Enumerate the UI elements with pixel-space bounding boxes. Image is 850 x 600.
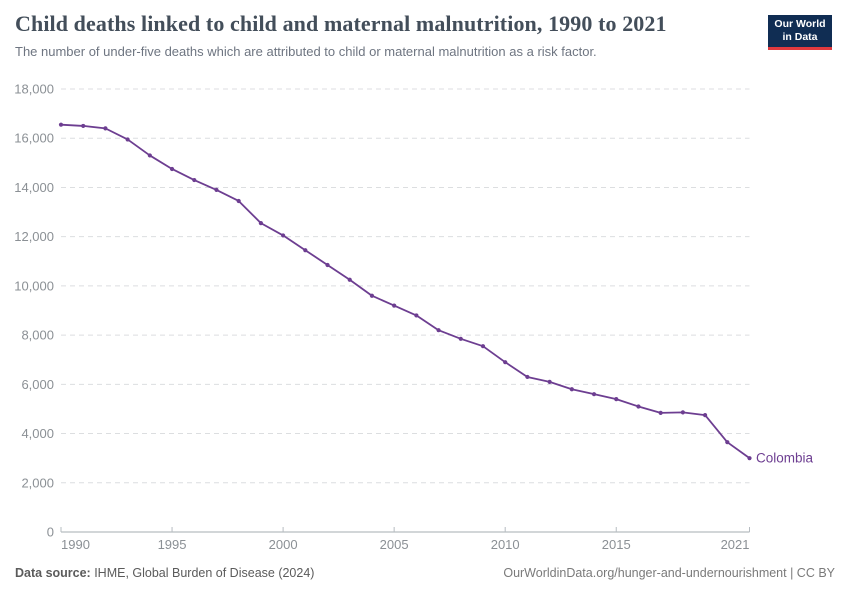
data-point: [747, 456, 752, 461]
y-axis-tick-label: 6,000: [21, 377, 54, 392]
y-axis-tick-label: 14,000: [14, 180, 54, 195]
data-point: [258, 221, 263, 226]
data-point: [725, 440, 730, 445]
data-point: [214, 187, 219, 193]
y-axis-tick-label: 16,000: [14, 131, 54, 146]
data-point: [347, 277, 352, 282]
x-axis-tick-label: 2015: [602, 537, 631, 552]
data-point: [103, 126, 108, 131]
owid-logo[interactable]: Our World in Data: [768, 15, 832, 50]
data-point: [591, 392, 597, 397]
data-point: [325, 262, 330, 268]
chart-footer: Data source: IHME, Global Burden of Dise…: [15, 566, 835, 582]
data-point: [147, 153, 152, 158]
data-point: [614, 397, 619, 402]
chart-header: Child deaths linked to child and materna…: [15, 10, 755, 60]
data-point: [503, 360, 508, 365]
data-point: [369, 293, 375, 298]
attribution-link[interactable]: OurWorldinData.org/hunger-and-undernouri…: [503, 566, 835, 580]
data-point: [702, 412, 708, 418]
owid-logo-line2: in Data: [782, 31, 818, 43]
data-point: [658, 410, 663, 415]
y-axis-tick-label: 8,000: [21, 328, 54, 343]
data-point: [525, 374, 530, 380]
data-point: [480, 344, 486, 349]
data-source-note: Data source: IHME, Global Burden of Dise…: [15, 566, 314, 582]
y-axis-tick-label: 18,000: [14, 82, 54, 97]
data-point: [280, 233, 286, 238]
data-point: [58, 122, 64, 127]
x-axis-tick-label: 1990: [61, 537, 90, 552]
chart-subtitle: The number of under-five deaths which ar…: [15, 43, 597, 59]
x-axis-tick-label: 2000: [269, 537, 298, 552]
data-point: [236, 198, 241, 204]
x-axis-tick-label: 2010: [491, 537, 520, 552]
owid-logo-line1: Our World: [774, 18, 826, 31]
chart-title: Child deaths linked to child and materna…: [15, 11, 667, 36]
y-axis-tick-label: 2,000: [21, 475, 54, 490]
data-point: [436, 328, 441, 333]
x-axis-tick-label: 1995: [158, 537, 187, 552]
data-point: [192, 177, 197, 183]
y-axis-tick-label: 0: [47, 525, 54, 540]
data-point: [392, 303, 397, 308]
data-point: [125, 137, 130, 142]
data-point: [414, 313, 419, 318]
data-source-label: Data source:: [15, 566, 91, 580]
series-end-label: Colombia: [756, 451, 814, 466]
data-point: [458, 336, 463, 341]
y-axis-tick-label: 10,000: [14, 278, 54, 293]
data-source-value: IHME, Global Burden of Disease (2024): [90, 566, 315, 580]
data-point: [636, 404, 641, 409]
data-point: [680, 410, 685, 415]
x-axis-tick-label: 2005: [380, 537, 409, 552]
data-point: [303, 248, 308, 253]
data-point: [169, 166, 175, 172]
data-point: [81, 123, 86, 129]
data-point: [569, 387, 574, 392]
y-axis-tick-label: 4,000: [21, 426, 54, 441]
data-line: [60, 123, 751, 460]
y-axis-tick-label: 12,000: [14, 229, 54, 244]
data-point: [547, 379, 552, 384]
x-axis-tick-label: 2021: [721, 537, 750, 552]
